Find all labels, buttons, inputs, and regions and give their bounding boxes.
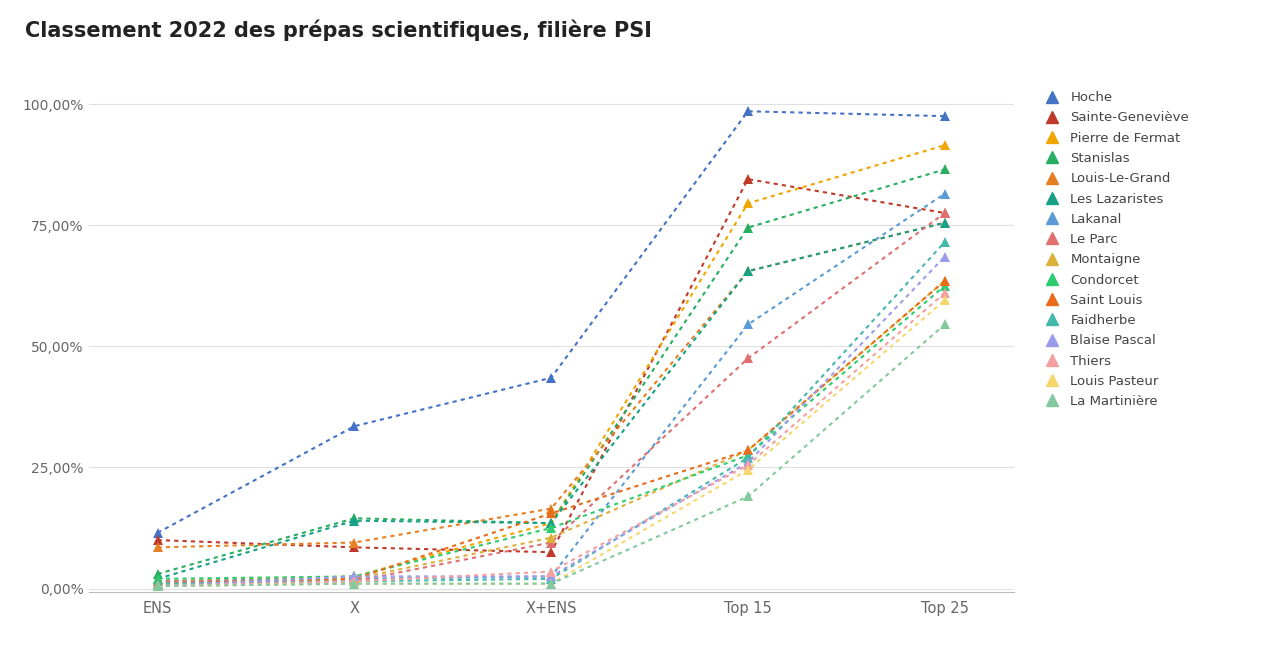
- Text: Classement 2022 des prépas scientifiques, filière PSI: Classement 2022 des prépas scientifiques…: [25, 20, 653, 41]
- Legend: Hoche, Sainte-Geneviève, Pierre de Fermat, Stanislas, Louis-Le-Grand, Les Lazari: Hoche, Sainte-Geneviève, Pierre de Ferma…: [1039, 91, 1190, 408]
